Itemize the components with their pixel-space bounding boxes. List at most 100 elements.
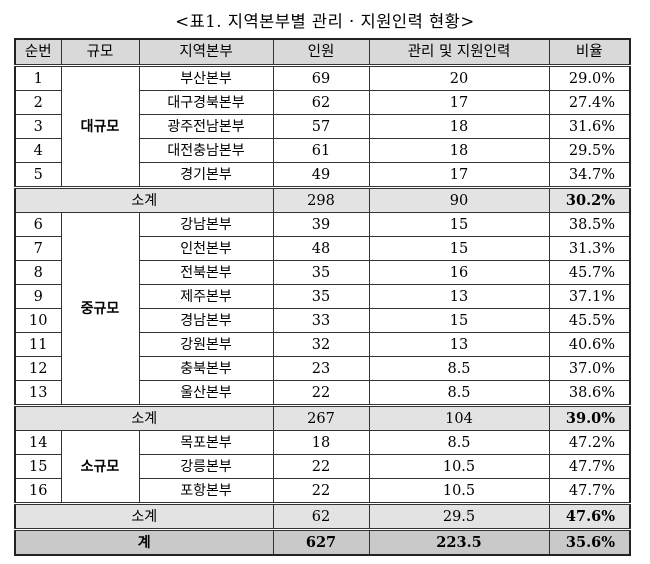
total-support: 223.5	[368, 528, 550, 556]
header-rate: 비율	[548, 38, 631, 67]
region-name: 대전충남본부	[138, 138, 274, 163]
support-staff-count: 10.5	[368, 478, 550, 504]
row-number: 8	[14, 260, 62, 285]
subtotal-staff: 298	[272, 186, 370, 213]
support-rate: 31.6%	[548, 114, 631, 139]
region-name: 제주본부	[138, 284, 274, 309]
support-rate: 31.3%	[548, 236, 631, 261]
header-number: 순번	[14, 38, 62, 67]
support-rate: 29.5%	[548, 138, 631, 163]
subtotal-label: 소계	[14, 502, 274, 530]
staff-count: 33	[272, 308, 370, 333]
total-row: 계 627 223.5 35.6%	[14, 528, 631, 556]
region-name: 목포본부	[138, 430, 274, 455]
subtotal-support: 104	[368, 404, 550, 431]
support-rate: 45.5%	[548, 308, 631, 333]
support-staff-count: 18	[368, 114, 550, 139]
support-rate: 34.7%	[548, 162, 631, 188]
table-row: 1 대규모 부산본부 69 20 29.0%	[14, 65, 631, 188]
support-rate: 47.2%	[548, 430, 631, 455]
support-rate: 27.4%	[548, 90, 631, 115]
subtotal-row: 소계 62 29.5 47.6%	[14, 502, 631, 530]
subtotal-rate: 47.6%	[548, 502, 631, 530]
table-row: 8 전북본부 35 16 45.7%	[14, 260, 631, 285]
staff-count: 32	[272, 332, 370, 357]
regional-staff-table: 순번 규모 지역본부 인원 관리 및 지원인력 비율 1 대규모 부산본부 69 20 2…	[14, 38, 631, 556]
region-name: 강원본부	[138, 332, 274, 357]
header-support-staff: 관리 및 지원인력	[368, 38, 550, 67]
support-rate: 47.7%	[548, 478, 631, 504]
support-rate: 29.0%	[548, 65, 631, 91]
row-number: 9	[14, 284, 62, 309]
header-row: 순번 규모 지역본부 인원 관리 및 지원인력 비율	[14, 38, 631, 67]
row-number: 4	[14, 138, 62, 163]
row-number: 10	[14, 308, 62, 333]
support-rate: 47.7%	[548, 454, 631, 479]
total-rate: 35.6%	[548, 528, 631, 556]
header-region: 지역본부	[138, 38, 274, 67]
row-number: 3	[14, 114, 62, 139]
table-row: 13 울산본부 22 8.5 38.6%	[14, 380, 631, 406]
staff-count: 22	[272, 454, 370, 479]
subtotal-label: 소계	[14, 404, 274, 431]
region-name: 강릉본부	[138, 454, 274, 479]
subtotal-staff: 62	[272, 502, 370, 530]
table-row: 5 경기본부 49 17 34.7%	[14, 162, 631, 188]
staff-count: 35	[272, 284, 370, 309]
support-staff-count: 13	[368, 284, 550, 309]
header-scale: 규모	[60, 38, 140, 67]
support-staff-count: 20	[368, 65, 550, 91]
group-scale-label: 중규모	[60, 212, 140, 406]
region-name: 강남본부	[138, 212, 274, 237]
total-staff: 627	[272, 528, 370, 556]
support-staff-count: 8.5	[368, 430, 550, 455]
subtotal-row: 소계 298 90 30.2%	[14, 186, 631, 213]
support-staff-count: 16	[368, 260, 550, 285]
row-number: 11	[14, 332, 62, 357]
table-row: 4 대전충남본부 61 18 29.5%	[14, 138, 631, 163]
row-number: 2	[14, 90, 62, 115]
group-scale-label: 대규모	[60, 65, 140, 188]
subtotal-row: 소계 267 104 39.0%	[14, 404, 631, 431]
support-rate: 38.5%	[548, 212, 631, 237]
support-rate: 38.6%	[548, 380, 631, 406]
support-rate: 45.7%	[548, 260, 631, 285]
support-staff-count: 15	[368, 212, 550, 237]
staff-count: 18	[272, 430, 370, 455]
row-number: 15	[14, 454, 62, 479]
region-name: 전북본부	[138, 260, 274, 285]
staff-count: 48	[272, 236, 370, 261]
region-name: 인천본부	[138, 236, 274, 261]
staff-count: 61	[272, 138, 370, 163]
row-number: 7	[14, 236, 62, 261]
support-staff-count: 13	[368, 332, 550, 357]
staff-count: 49	[272, 162, 370, 188]
subtotal-rate: 39.0%	[548, 404, 631, 431]
staff-count: 57	[272, 114, 370, 139]
row-number: 1	[14, 65, 62, 91]
row-number: 13	[14, 380, 62, 406]
table-row: 12 충북본부 23 8.5 37.0%	[14, 356, 631, 381]
table-row: 6 중규모 강남본부 39 15 38.5%	[14, 212, 631, 406]
subtotal-staff: 267	[272, 404, 370, 431]
table-row: 15 강릉본부 22 10.5 47.7%	[14, 454, 631, 479]
table-row: 3 광주전남본부 57 18 31.6%	[14, 114, 631, 139]
staff-count: 62	[272, 90, 370, 115]
support-rate: 37.0%	[548, 356, 631, 381]
staff-count: 23	[272, 356, 370, 381]
support-staff-count: 10.5	[368, 454, 550, 479]
region-name: 충북본부	[138, 356, 274, 381]
staff-count: 35	[272, 260, 370, 285]
subtotal-rate: 30.2%	[548, 186, 631, 213]
support-staff-count: 17	[368, 90, 550, 115]
table-row: 14 소규모 목포본부 18 8.5 47.2%	[14, 430, 631, 504]
row-number: 14	[14, 430, 62, 455]
support-rate: 37.1%	[548, 284, 631, 309]
region-name: 경기본부	[138, 162, 274, 188]
staff-count: 39	[272, 212, 370, 237]
support-staff-count: 8.5	[368, 356, 550, 381]
subtotal-label: 소계	[14, 186, 274, 213]
table-row: 11 강원본부 32 13 40.6%	[14, 332, 631, 357]
row-number: 12	[14, 356, 62, 381]
support-rate: 40.6%	[548, 332, 631, 357]
